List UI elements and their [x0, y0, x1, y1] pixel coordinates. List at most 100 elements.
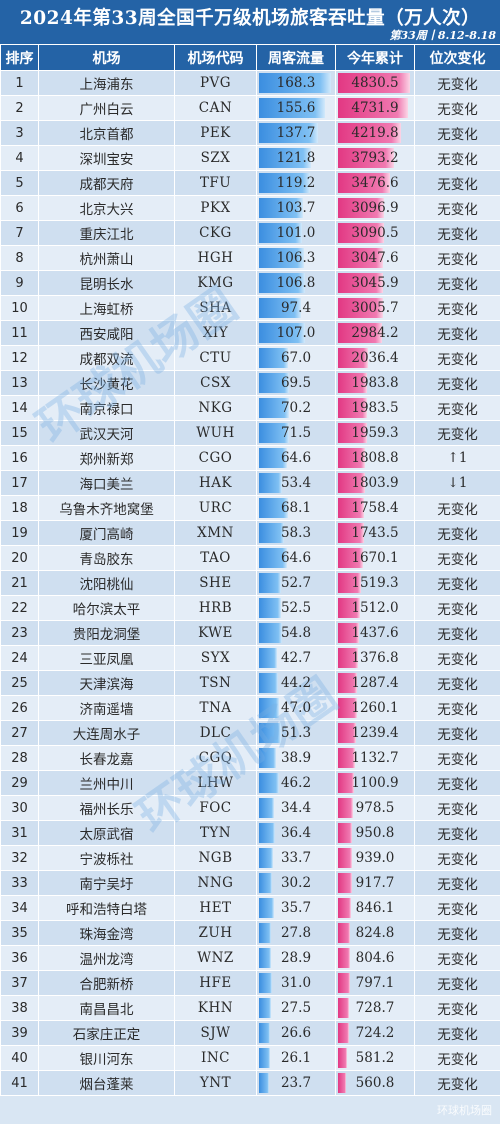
weekly-bar: [259, 723, 281, 743]
table-row: 1 上海浦东 PVG 168.3 4830.5 无变化: [0, 70, 500, 96]
ytd-cell: 1100.9: [335, 770, 415, 796]
ytd-cell: 4219.8: [335, 120, 415, 146]
weekly-value: 28.9: [280, 950, 312, 966]
rank-cell: 33: [0, 870, 39, 896]
airport-name-cell: 成都天府: [38, 170, 175, 196]
weekly-bar: [259, 498, 289, 518]
airport-name-cell: 南京禄口: [38, 395, 175, 421]
rank-change-cell: 无变化: [414, 320, 500, 346]
weekly-cell: 31.0: [256, 970, 336, 996]
ytd-bar: [338, 148, 395, 168]
weekly-value: 68.1: [280, 500, 312, 516]
weekly-bar: [259, 148, 311, 168]
airport-code-cell: HFE: [174, 970, 257, 996]
weekly-bar: [259, 423, 290, 443]
weekly-value: 106.3: [276, 250, 316, 266]
table-row: 7 重庆江北 CKG 101.0 3090.5 无变化: [0, 220, 500, 246]
rank-cell: 24: [0, 645, 39, 671]
airport-name-cell: 成都双流: [38, 345, 175, 371]
title-bar: 2024年第33周全国千万级机场旅客吞吐量（万人次） 第33周丨8.12-8.1…: [0, 0, 500, 44]
weekly-bar: [259, 323, 305, 343]
rank-change-cell: 无变化: [414, 245, 500, 271]
rank-cell: 22: [0, 595, 39, 621]
airport-name-cell: 福州长乐: [38, 795, 175, 821]
ytd-cell: 3090.5: [335, 220, 415, 246]
rank-cell: 20: [0, 545, 39, 571]
ytd-bar: [338, 873, 352, 893]
airport-code-cell: KWE: [174, 620, 257, 646]
rank-cell: 2: [0, 95, 39, 121]
airport-name-cell: 兰州中川: [38, 770, 175, 796]
ytd-bar: [338, 373, 368, 393]
airport-name-cell: 宁波栎社: [38, 845, 175, 871]
airport-name-cell: 武汉天河: [38, 420, 175, 446]
ytd-value: 1519.3: [351, 575, 399, 591]
weekly-cell: 53.4: [256, 470, 336, 496]
rank-cell: 25: [0, 670, 39, 696]
ytd-cell: 3047.6: [335, 245, 415, 271]
rank-change-cell: 无变化: [414, 520, 500, 546]
rank-change-cell: 无变化: [414, 845, 500, 871]
airport-name-cell: 上海浦东: [38, 70, 175, 96]
rank-change-cell: 无变化: [414, 820, 500, 846]
rank-change-cell: 无变化: [414, 95, 500, 121]
airport-code-cell: SHA: [174, 295, 257, 321]
ytd-cell: 724.2: [335, 1020, 415, 1046]
weekly-value: 31.0: [280, 975, 312, 991]
airport-name-cell: 太原武宿: [38, 820, 175, 846]
airport-name-cell: 烟台蓬莱: [38, 1070, 175, 1096]
airport-code-cell: TAO: [174, 545, 257, 571]
weekly-value: 106.8: [276, 275, 316, 291]
ytd-cell: 939.0: [335, 845, 415, 871]
ytd-bar: [338, 198, 384, 218]
ytd-value: 1100.9: [351, 775, 399, 791]
ytd-bar: [338, 1023, 349, 1043]
weekly-cell: 35.7: [256, 895, 336, 921]
airport-code-cell: KHN: [174, 995, 257, 1021]
weekly-value: 64.6: [280, 550, 312, 566]
rank-change-cell: 无变化: [414, 870, 500, 896]
weekly-value: 101.0: [276, 225, 316, 241]
airport-name-cell: 昆明长水: [38, 270, 175, 296]
weekly-value: 58.3: [280, 525, 312, 541]
ytd-cell: 978.5: [335, 795, 415, 821]
ytd-value: 1959.3: [351, 425, 399, 441]
weekly-cell: 71.5: [256, 420, 336, 446]
weekly-value: 26.1: [280, 1050, 312, 1066]
weekly-bar: [259, 623, 283, 643]
weekly-cell: 36.4: [256, 820, 336, 846]
ytd-bar: [338, 448, 365, 468]
rank-change-cell: 无变化: [414, 370, 500, 396]
airport-code-cell: CSX: [174, 370, 257, 396]
rank-cell: 10: [0, 295, 39, 321]
airport-name-cell: 温州龙湾: [38, 945, 175, 971]
rank-cell: 18: [0, 495, 39, 521]
weekly-cell: 27.5: [256, 995, 336, 1021]
ytd-cell: 804.6: [335, 945, 415, 971]
rank-change-cell: 无变化: [414, 220, 500, 246]
ytd-cell: 4731.9: [335, 95, 415, 121]
rank-cell: 5: [0, 170, 39, 196]
weekly-cell: 38.9: [256, 745, 336, 771]
ytd-cell: 2984.2: [335, 320, 415, 346]
rank-change-cell: 无变化: [414, 670, 500, 696]
ytd-value: 1670.1: [351, 550, 399, 566]
ytd-value: 1512.0: [351, 600, 399, 616]
weekly-bar: [259, 948, 272, 968]
airport-name-cell: 海口美兰: [38, 470, 175, 496]
airport-name-cell: 郑州新郑: [38, 445, 175, 471]
table-row: 5 成都天府 TFU 119.2 3476.6 无变化: [0, 170, 500, 196]
table-row: 28 长春龙嘉 CGQ 38.9 1132.7 无变化: [0, 745, 500, 771]
airport-code-cell: WNZ: [174, 945, 257, 971]
weekly-value: 23.7: [280, 1075, 312, 1091]
airport-name-cell: 广州白云: [38, 95, 175, 121]
weekly-bar: [259, 898, 275, 918]
airport-code-cell: HRB: [174, 595, 257, 621]
weekly-cell: 70.2: [256, 395, 336, 421]
ytd-bar: [338, 748, 355, 768]
table-row: 31 太原武宿 TYN 36.4 950.8 无变化: [0, 820, 500, 846]
ytd-cell: 3096.9: [335, 195, 415, 221]
weekly-cell: 64.6: [256, 545, 336, 571]
weekly-cell: 168.3: [256, 70, 336, 96]
weekly-bar: [259, 1073, 270, 1093]
